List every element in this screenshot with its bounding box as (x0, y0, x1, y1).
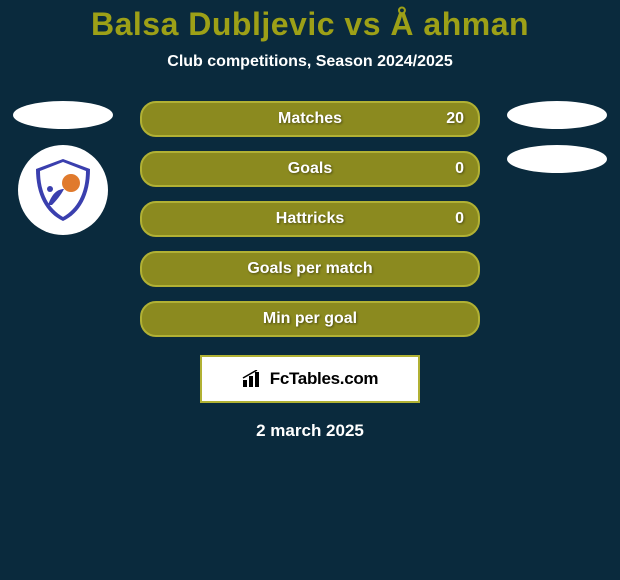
stat-value-right: 0 (455, 210, 464, 228)
stat-value-right: 20 (446, 110, 464, 128)
stat-label: Hattricks (276, 210, 344, 228)
brand-text: FcTables.com (270, 369, 379, 389)
content-area: Matches 20 Goals 0 Hattricks 0 Goals per match… (0, 101, 620, 337)
stat-label: Goals (288, 160, 332, 178)
footer-date: 2 march 2025 (0, 421, 620, 441)
stat-bar: Goals 0 (140, 151, 480, 187)
player-comparison-infographic: Balsa Dubljevic vs Å ahman Club competit… (0, 0, 620, 580)
right-team-oval-1 (507, 101, 607, 129)
left-team-oval (13, 101, 113, 129)
stat-bar: Min per goal (140, 301, 480, 337)
left-club-badge (18, 145, 108, 235)
stat-bar: Hattricks 0 (140, 201, 480, 237)
left-team-column (8, 101, 118, 235)
stat-label: Goals per match (247, 260, 372, 278)
stat-bar: Goals per match (140, 251, 480, 287)
stat-value-right: 0 (455, 160, 464, 178)
page-subtitle: Club competitions, Season 2024/2025 (0, 53, 620, 71)
club-crest-icon (28, 155, 98, 225)
stats-bars-container: Matches 20 Goals 0 Hattricks 0 Goals per match… (140, 101, 480, 337)
stat-bar: Matches 20 (140, 101, 480, 137)
brand-box: FcTables.com (200, 355, 420, 403)
right-team-column (502, 101, 612, 173)
stat-label: Matches (278, 110, 342, 128)
stat-label: Min per goal (263, 310, 357, 328)
page-title: Balsa Dubljevic vs Å ahman (0, 0, 620, 43)
right-team-oval-2 (507, 145, 607, 173)
bar-chart-icon (242, 370, 264, 388)
